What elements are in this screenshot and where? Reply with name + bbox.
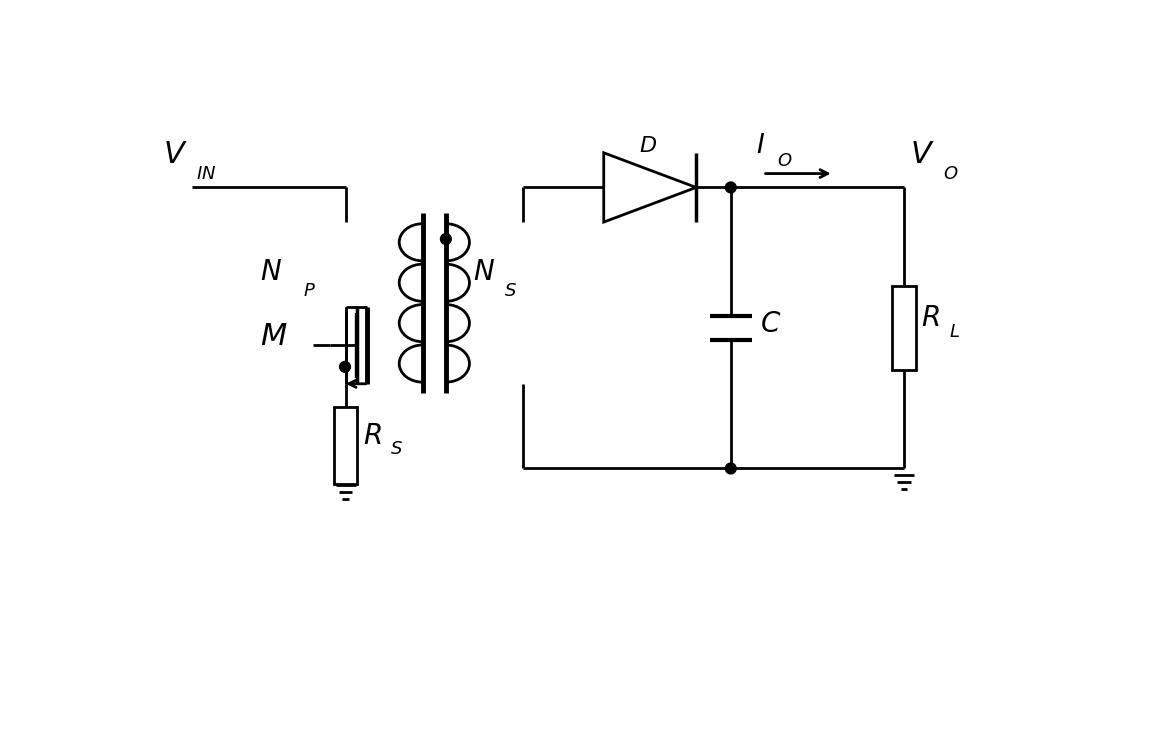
Text: $R$: $R$ [921, 306, 940, 332]
Text: $P$: $P$ [304, 282, 316, 300]
Text: $M$: $M$ [260, 320, 287, 352]
Circle shape [725, 463, 736, 474]
Bar [892, 285, 917, 371]
Bar [334, 407, 357, 484]
Text: $IN$: $IN$ [196, 165, 216, 183]
Text: $N$: $N$ [472, 259, 495, 286]
Circle shape [725, 182, 736, 193]
Text: $O$: $O$ [777, 152, 792, 170]
Text: $V$: $V$ [163, 140, 188, 170]
Text: $L$: $L$ [948, 323, 960, 341]
Text: $I$: $I$ [756, 133, 765, 158]
Text: $C$: $C$ [759, 311, 782, 338]
Circle shape [441, 234, 451, 244]
Circle shape [340, 362, 350, 372]
Text: $V$: $V$ [911, 140, 935, 170]
Text: $N$: $N$ [260, 259, 282, 286]
Text: $R$: $R$ [362, 423, 381, 450]
Text: $S$: $S$ [389, 440, 402, 458]
Text: $D$: $D$ [640, 134, 657, 157]
Text: $S$: $S$ [504, 282, 517, 300]
Text: $O$: $O$ [942, 165, 958, 183]
